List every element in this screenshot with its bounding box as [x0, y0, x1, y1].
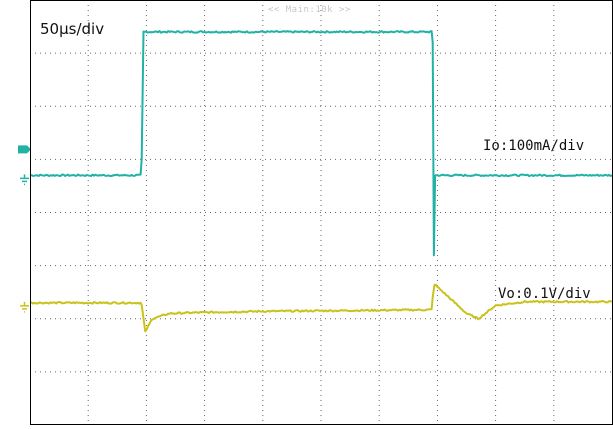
graticule-grid	[30, 0, 612, 425]
timebase-label: 50µs/div	[40, 20, 105, 38]
waveform-traces	[29, 30, 613, 333]
trigger-arrow-icon	[18, 145, 31, 154]
timebase-marker: << Main:10k >>	[268, 5, 351, 15]
trace-ch2	[29, 283, 613, 333]
ch1-label: Io:100mA/div	[483, 138, 585, 154]
channel-markers	[18, 145, 31, 313]
ground-icon-ch2	[20, 301, 29, 313]
trace-ch1	[29, 30, 613, 257]
ch2-label: Vo:0.1V/div	[498, 286, 591, 302]
ground-icon-ch1	[20, 174, 29, 186]
